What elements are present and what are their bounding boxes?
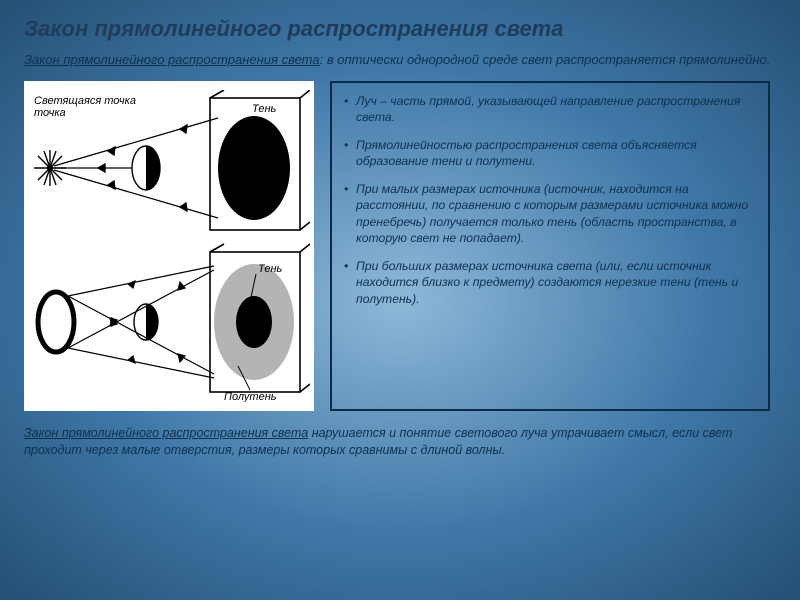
- occluder-top: [132, 146, 160, 190]
- bullet-item: При больших размерах источника света (ил…: [344, 258, 756, 307]
- label-shadow-top: Тень: [252, 103, 277, 115]
- label-penumbra: Полутень: [224, 391, 277, 402]
- rays-bottom: [68, 266, 214, 378]
- footnote: Закон прямолинейного распространения све…: [0, 425, 800, 459]
- bullet-item: Прямолинейностью распространения света о…: [344, 137, 756, 170]
- diagram-bottom: Тень Полутень: [28, 242, 310, 402]
- label-source: Светящаяся точка: [34, 95, 136, 107]
- intro-lede: Закон прямолинейного распространения све…: [24, 52, 320, 67]
- intro-text: Закон прямолинейного распространения све…: [24, 52, 776, 69]
- intro-rest: : в оптически однородной среде свет расп…: [320, 52, 771, 67]
- label-shadow-bottom: Тень: [258, 263, 283, 275]
- diagram-top: Светящаяся точка точка: [28, 90, 310, 240]
- bullet-item: При малых размерах источника (источник, …: [344, 181, 756, 247]
- bullet-box: Луч – часть прямой, указывающей направле…: [330, 81, 770, 411]
- bullet-item: Луч – часть прямой, указывающей направле…: [344, 93, 756, 126]
- rays-top: [54, 118, 218, 218]
- umbra: [236, 296, 272, 348]
- shadow-top: [218, 116, 290, 220]
- extended-source-icon: [38, 292, 74, 352]
- diagram-figure: Светящаяся точка точка: [24, 81, 314, 411]
- page-title: Закон прямолинейного распространения све…: [24, 16, 776, 42]
- label-source-2: точка: [34, 107, 66, 119]
- footnote-underlined: Закон прямолинейного распространения све…: [24, 426, 308, 440]
- occluder-bottom: [134, 304, 158, 340]
